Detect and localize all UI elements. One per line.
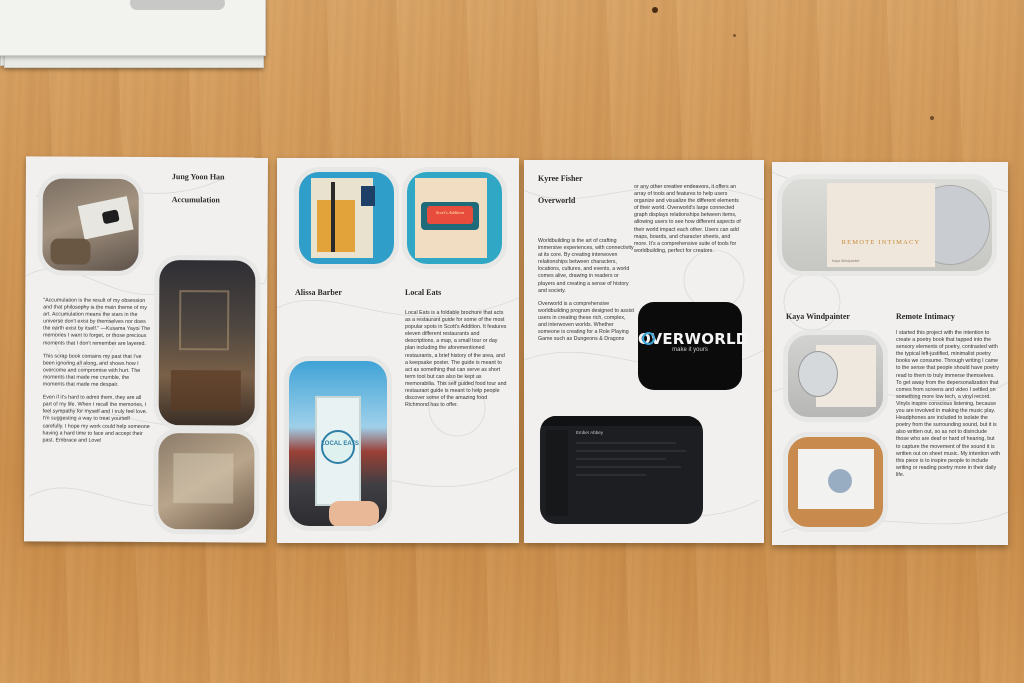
overworld-logo: OVERWORLD make it yours (638, 302, 749, 390)
paragraph: "Accumulation is the result of my obsess… (43, 297, 151, 347)
screen-title: Ember Abbey (576, 430, 604, 435)
building-photo (158, 260, 256, 426)
project-title: Overworld (538, 196, 576, 205)
record-photo (788, 335, 883, 417)
wood-knot (733, 34, 736, 37)
project-title: Local Eats (405, 288, 442, 297)
poster-accumulation: Jung Yoon Han Accumulation "Accumulation… (23, 156, 269, 543)
project-description: Local Eats is a foldable brochure that a… (405, 310, 507, 415)
project-description: I started this project with the intentio… (896, 330, 1000, 485)
paragraph: Overworld is a comprehensive worldbuildi… (538, 300, 634, 343)
paragraph: Even if it's hard to admit them, they ar… (42, 394, 150, 444)
map-brochure-photo (299, 172, 394, 264)
poster-local-eats: Scott's Addition Alissa Barber Local Eat… (277, 158, 519, 543)
sheet-music-photo (788, 437, 883, 527)
paragraph: Worldbuilding is the art of crafting imm… (538, 238, 634, 294)
paragraph: This scrap book contains my past that I'… (42, 353, 142, 388)
sign-label: Scott's Addition (435, 210, 465, 215)
scrapbook-photo (42, 178, 139, 271)
paragraph: Local Eats is a foldable brochure that a… (405, 310, 507, 409)
wood-knot (652, 7, 658, 13)
project-description-left: Worldbuilding is the art of crafting imm… (538, 238, 634, 349)
album-artist: Kaya Windpainter (832, 259, 860, 263)
logo-ring-icon (642, 332, 655, 345)
poster-remote-intimacy: REMOTE INTIMACY Kaya Windpainter Kaya Wi… (772, 162, 1008, 545)
app-screenshot: Ember Abbey (540, 416, 703, 524)
album-title: REMOTE INTIMACY (841, 239, 921, 246)
brochure-label: LOCAL EATS (321, 441, 359, 447)
wood-knot (930, 116, 934, 120)
author-name: Kyree Fisher (538, 174, 583, 183)
poster-sign-photo: Scott's Addition (407, 172, 502, 264)
paper-stack (0, 0, 275, 78)
project-description: "Accumulation is the result of my obsess… (42, 297, 151, 450)
collage-photo (158, 433, 255, 530)
project-description-right: or any other creative endeavors, it offe… (634, 184, 744, 261)
author-name: Kaya Windpainter (786, 312, 850, 321)
author-name: Jung Yoon Han (171, 172, 225, 182)
poster-overworld: Kyree Fisher Overworld Worldbuilding is … (524, 160, 764, 543)
vinyl-album-photo: REMOTE INTIMACY Kaya Windpainter (782, 179, 992, 271)
overworld-tagline: make it yours (672, 347, 708, 353)
author-name: Alissa Barber (295, 288, 342, 297)
project-title: Accumulation (171, 195, 220, 205)
brochure-hand-photo: LOCAL EATS (289, 361, 387, 526)
paragraph: I started this project with the intentio… (896, 330, 1000, 478)
project-title: Remote Intimacy (896, 312, 955, 321)
overworld-logo-word: OVERWORLD (638, 330, 749, 348)
paragraph: or any other creative endeavors, it offe… (634, 184, 741, 254)
